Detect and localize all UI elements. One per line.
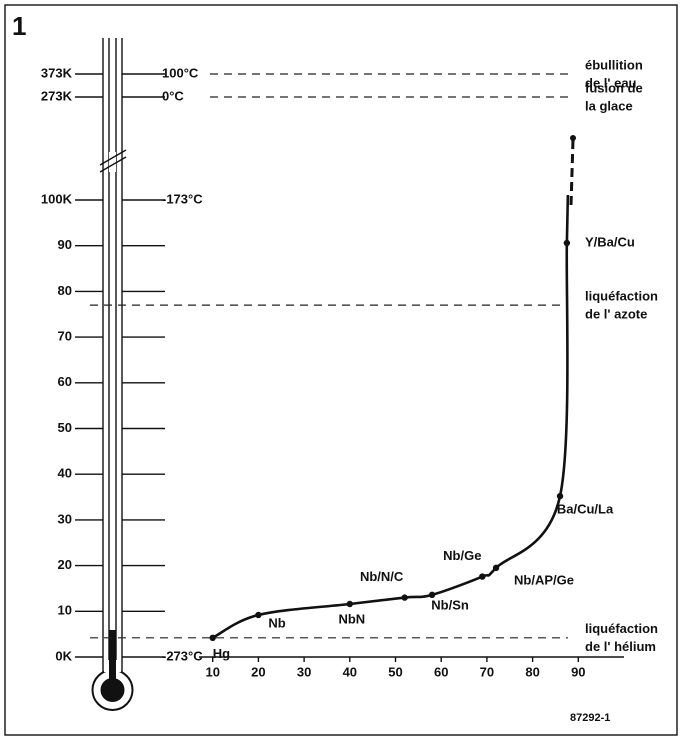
data-point [557, 493, 563, 499]
x-tick-label: 10 [205, 664, 219, 679]
reference-label: liquéfaction [585, 621, 658, 636]
reference-label: ébullition [585, 57, 643, 72]
y-tick-label: 60 [58, 374, 72, 389]
point-label: Nb/Ge [443, 548, 481, 563]
celsius-label: -273°C [162, 648, 203, 663]
point-label: Nb [268, 615, 285, 630]
y-tick-label: 273K [41, 88, 73, 103]
curve-continuation [567, 195, 568, 243]
y-tick-label: 10 [58, 603, 72, 618]
figure: 1 87292-1 0K 10 20 30 40 50 60 70 80 90 100K 273K 37… [0, 0, 683, 741]
y-tick-label: 20 [58, 557, 72, 572]
data-point [210, 635, 216, 641]
y-tick-label: 80 [58, 283, 72, 298]
data-point [255, 612, 261, 618]
curve-extension [571, 140, 573, 205]
curve-end-dot [570, 135, 576, 141]
data-point [479, 573, 485, 579]
thermometer [93, 38, 133, 710]
point-label: Nb/AP/Ge [514, 572, 574, 587]
data-point [493, 565, 499, 571]
y-tick-label: 50 [58, 420, 72, 435]
point-label: Hg [213, 646, 230, 661]
point-label: Ba/Cu/La [557, 502, 614, 517]
data-point [347, 601, 353, 607]
point-label: NbN [338, 611, 365, 626]
x-tick-label: 70 [480, 664, 494, 679]
x-tick-label: 20 [251, 664, 265, 679]
point-label: Nb/Sn [431, 597, 469, 612]
point-label: Nb/N/C [360, 569, 404, 584]
y-tick-label: 100K [41, 191, 73, 206]
celsius-label: 0°C [162, 88, 184, 103]
x-tick-label: 40 [343, 664, 357, 679]
y-tick-label: 30 [58, 511, 72, 526]
y-tick-label: 40 [58, 466, 72, 481]
reference-label: liquéfaction [585, 289, 658, 304]
y-tick-label: 70 [58, 329, 72, 344]
data-point [564, 240, 570, 246]
figure-code: 87292-1 [570, 712, 610, 724]
figure-number: 1 [12, 11, 26, 41]
x-tick-label: 80 [525, 664, 539, 679]
x-tick-label: 60 [434, 664, 448, 679]
y-tick-label: 373K [41, 65, 73, 80]
reference-label: la glace [585, 98, 633, 113]
y-tick-label: 0K [55, 648, 72, 663]
x-tick-label: 50 [388, 664, 402, 679]
data-point [401, 594, 407, 600]
celsius-label: 100°C [162, 65, 199, 80]
point-label: Y/Ba/Cu [585, 234, 635, 249]
reference-label: de l' hélium [585, 639, 656, 654]
reference-label: de l' azote [585, 307, 647, 322]
y-tick-label: 90 [58, 237, 72, 252]
x-tick-label: 90 [571, 664, 585, 679]
reference-label: fusion de [585, 80, 643, 95]
x-tick-label: 30 [297, 664, 311, 679]
celsius-label: -173°C [162, 191, 203, 206]
